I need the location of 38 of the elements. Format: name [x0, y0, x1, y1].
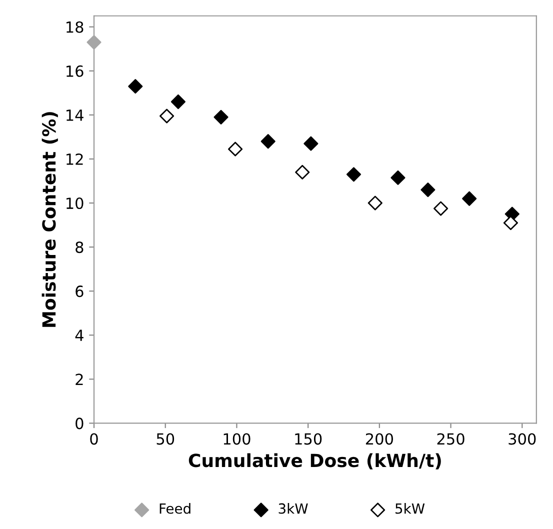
point — [390, 170, 406, 185]
x-axis-title: Cumulative Dose (kWh/t) — [188, 453, 441, 470]
y-tick-label: 10 — [66, 197, 84, 210]
y-tick-label: 14 — [66, 110, 84, 121]
point — [128, 79, 143, 94]
y-axis-title: Moisture Content (%) — [42, 112, 58, 327]
y-tick-label: 16 — [66, 65, 84, 77]
x-tick-label: 150 — [295, 433, 322, 445]
point — [295, 164, 310, 180]
point — [170, 94, 186, 110]
x-tick-label: 300 — [508, 433, 536, 445]
point — [346, 167, 362, 182]
x-tick-label: 200 — [366, 433, 393, 445]
y-tick-label: 2 — [76, 374, 83, 385]
point — [304, 136, 318, 151]
x-tick-label: 250 — [437, 433, 464, 445]
point — [86, 35, 102, 50]
point — [503, 216, 518, 230]
y-tick-label: 4 — [75, 330, 84, 341]
y-tick-label: 12 — [66, 153, 83, 165]
y-tick-label: 0 — [76, 418, 84, 430]
y-tick-label: 18 — [66, 21, 84, 33]
legend-label: Feed — [160, 503, 190, 514]
point — [368, 196, 382, 210]
point — [160, 108, 174, 124]
legend-label: 3kW — [278, 503, 308, 514]
point — [420, 182, 436, 198]
point — [214, 110, 228, 124]
x-tick-label: 100 — [224, 433, 250, 445]
legend-label: 5kW — [396, 503, 425, 514]
point — [228, 142, 243, 156]
point — [462, 191, 477, 206]
x-tick-label: 50 — [156, 433, 174, 445]
point — [260, 134, 276, 149]
point — [434, 201, 448, 216]
x-tick-label: 0 — [90, 433, 98, 445]
y-tick-label: 8 — [76, 242, 84, 254]
y-tick-label: 6 — [76, 286, 84, 298]
